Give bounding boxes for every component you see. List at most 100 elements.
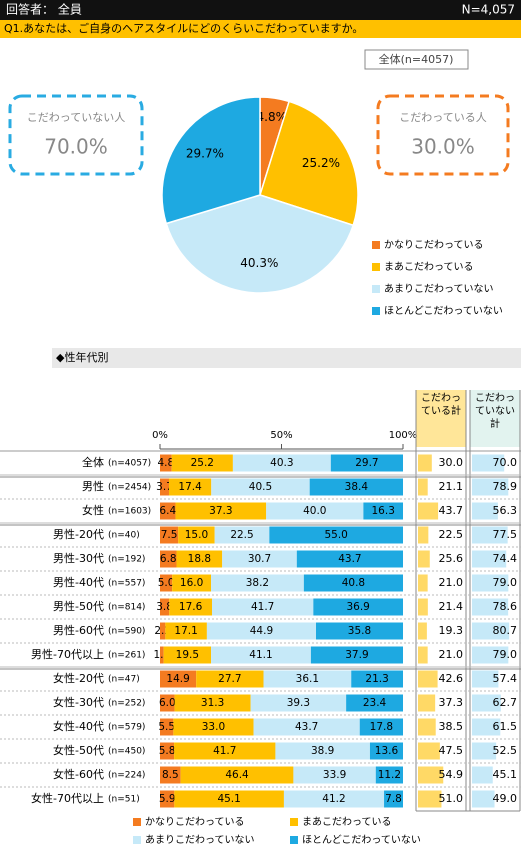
sample-total: N=4,057: [462, 3, 515, 17]
category-label: 女性-50代: [53, 743, 104, 757]
total-value-label: 42.6: [439, 672, 464, 685]
legend-swatch: [133, 836, 141, 844]
category-label: 男性-40代: [53, 575, 104, 589]
bar-value-label: 16.0: [180, 577, 203, 589]
total-value-label: 21.4: [439, 600, 464, 613]
category-label: 女性-60代: [53, 767, 104, 781]
bar-value-label: 23.4: [363, 697, 387, 709]
total-bar: [418, 526, 429, 544]
total-bar: [418, 766, 444, 784]
callout-box: [376, 94, 510, 176]
legend-swatch: [133, 818, 141, 826]
bar-value-label: 8.5: [162, 769, 179, 781]
column-header: こだわっていない計: [475, 393, 515, 430]
total-value-label: 80.7: [493, 624, 518, 637]
total-value-label: 45.1: [493, 768, 518, 781]
bar-value-label: 5.0: [158, 577, 175, 589]
bar-segment: [180, 766, 294, 784]
bar-value-label: 37.9: [345, 649, 368, 661]
bar-value-label: 30.7: [248, 553, 271, 565]
respondents: 回答者： 全員: [6, 2, 82, 17]
sample-size: (n=450): [108, 747, 145, 757]
total-bar: [418, 790, 442, 808]
bar-segment: [160, 766, 181, 784]
pie-slice: [259, 100, 359, 227]
bar-value-label: 11.2: [378, 769, 401, 781]
bar-segment: [160, 742, 175, 760]
bar-value-label: 41.1: [249, 649, 272, 661]
legend-label: かなりこだわっている: [145, 816, 245, 828]
bar-value-label: 18.8: [188, 553, 211, 565]
bar-segment: [293, 766, 376, 784]
bar-value-label: 5.8: [159, 745, 176, 757]
legend-swatch: [372, 285, 380, 293]
total-value-label: 70.0: [493, 456, 518, 469]
total-bar: [418, 694, 436, 712]
sample-size: (n=252): [108, 699, 145, 709]
category-label: 男性-50代: [53, 599, 104, 613]
category-label: 女性-40代: [53, 719, 104, 733]
bar-segment: [176, 550, 223, 568]
bar-segment: [160, 550, 177, 568]
column-header-bg: [416, 390, 466, 447]
slice-label: 4.8%: [257, 110, 288, 124]
bar-value-label: 38.2: [246, 577, 269, 589]
total-value-label: 79.0: [493, 648, 518, 661]
total-bar: [472, 790, 495, 808]
bar-segment: [346, 694, 403, 712]
total-value-label: 49.0: [493, 792, 518, 805]
sample-size: (n=814): [108, 603, 145, 613]
legend-label: ほとんどこだわっていない: [384, 305, 503, 317]
total-bar: [418, 718, 436, 736]
bar-value-label: 6.8: [160, 553, 177, 565]
bar-value-label: 39.3: [287, 697, 310, 709]
total-value-label: 47.5: [439, 744, 464, 757]
total-bar: [418, 598, 428, 616]
sample-size: (n=40): [108, 531, 140, 541]
total-bar: [472, 646, 509, 664]
bar-segment: [172, 574, 212, 592]
bar-value-label: 43.7: [295, 721, 318, 733]
bar-value-label: 45.1: [217, 793, 240, 805]
bar-value-label: 17.1: [174, 625, 197, 637]
category-label: 男性-30代: [53, 551, 104, 565]
total-bar: [472, 574, 509, 592]
bar-value-label: 7.5: [161, 529, 178, 541]
bar-segment: [169, 598, 213, 616]
total-bar: [472, 718, 501, 736]
category-label: 男性: [82, 479, 104, 493]
sample-size: (n=51): [108, 795, 140, 805]
bar-segment: [214, 526, 270, 544]
sample-size: (n=1603): [108, 507, 151, 517]
category-label: 男性-60代: [53, 623, 104, 637]
bar-value-label: 37.3: [209, 505, 232, 517]
pie-slice: [161, 96, 261, 225]
section-title: ◆性年代別: [56, 350, 108, 364]
sample-size: (n=557): [108, 579, 145, 589]
total-bar: [418, 622, 427, 640]
bar-value-label: 33.0: [202, 721, 225, 733]
callout-text: こだわっている人: [399, 111, 486, 124]
category-label: 男性-20代: [53, 527, 104, 541]
column-header-bg: [470, 390, 520, 447]
bar-segment: [283, 790, 385, 808]
bar-value-label: 40.0: [303, 505, 326, 517]
question: Q1.あなたは、ご自身のヘアスタイルにどのくらいこだわっていますか。: [4, 21, 363, 35]
bar-value-label: 15.0: [185, 529, 208, 541]
category-label: 女性-20代: [53, 671, 104, 685]
total-value-label: 21.0: [439, 576, 464, 589]
slice-label: 25.2%: [302, 156, 340, 170]
bar-value-label: 40.3: [270, 457, 293, 469]
bar-segment: [163, 646, 212, 664]
total-bar: [472, 502, 498, 520]
x-tick-label: 50%: [270, 430, 292, 441]
bar-segment: [160, 790, 175, 808]
bar-segment: [222, 550, 297, 568]
category-label: 女性-70代以上: [31, 791, 104, 805]
total-bar: [472, 550, 507, 568]
bar-segment: [232, 454, 331, 472]
bar-segment: [211, 574, 304, 592]
bar-segment: [211, 646, 311, 664]
bar-segment: [313, 598, 403, 616]
bar-segment: [173, 718, 254, 736]
